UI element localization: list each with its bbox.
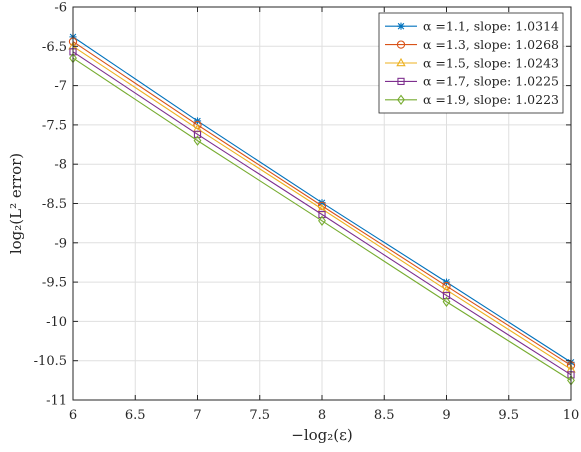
data-point <box>193 135 202 146</box>
y-tick-label: -6.5 <box>42 40 67 55</box>
series-layer <box>68 33 576 386</box>
y-tick-label: -9.5 <box>42 276 67 291</box>
series-line <box>72 45 572 370</box>
x-tick-label: 9 <box>442 408 450 423</box>
y-tick-labels: -6 -6.5 -7 -7.5 -8 -8.5 -9 -9.5 -10 -10.5 -11 <box>34 1 67 409</box>
legend-entry: α =1.7, slope: 1.0225 <box>385 74 559 89</box>
series-line <box>72 51 572 376</box>
x-tick-label: 6.5 <box>125 408 146 423</box>
legend-marker <box>397 94 405 106</box>
y-tick-label: -7.5 <box>42 118 67 133</box>
x-tick-label: 8.5 <box>374 408 395 423</box>
y-tick-label: -10.5 <box>34 354 67 369</box>
y-tick-label: -9 <box>54 236 67 251</box>
x-axis-label: −log₂(ε) <box>291 426 353 444</box>
axes-frame <box>72 6 572 401</box>
x-tick-label: 7 <box>193 408 201 423</box>
legend-entry: α =1.1, slope: 1.0314 <box>385 19 559 34</box>
x-tick-labels: 6 6.5 7 7.5 8 8.5 9 9.5 10 <box>69 408 579 423</box>
axes-box <box>72 6 572 401</box>
y-tick-label: -8.5 <box>42 197 67 212</box>
x-tick-label: 8 <box>318 408 326 423</box>
legend-label: α =1.3, slope: 1.0268 <box>423 37 559 52</box>
legend-entry: α =1.5, slope: 1.0243 <box>385 55 559 70</box>
data-point <box>318 215 326 227</box>
x-tick-label: 10 <box>563 408 580 423</box>
series-line <box>72 57 572 381</box>
legend-marker <box>396 57 406 67</box>
legend-entry: α =1.3, slope: 1.0268 <box>385 37 559 52</box>
legend-label: α =1.1, slope: 1.0314 <box>423 19 559 34</box>
x-tick-label: 9.5 <box>498 408 519 423</box>
legend-marker <box>397 22 405 30</box>
legend-label: α =1.5, slope: 1.0243 <box>423 55 559 70</box>
legend-label: α =1.9, slope: 1.0223 <box>423 92 559 107</box>
y-tick-label: -10 <box>46 315 67 330</box>
y-tick-label: -6 <box>54 1 67 16</box>
legend: α =1.1, slope: 1.0314 α =1.3, slope: 1.02… <box>378 12 564 114</box>
y-axis-label: log₂(L² error) <box>7 153 25 254</box>
data-point <box>318 210 326 219</box>
legend-marker <box>396 40 406 49</box>
data-point <box>442 296 451 307</box>
legend-marker <box>397 77 405 86</box>
x-tick-label: 7.5 <box>249 408 270 423</box>
y-tick-label: -11 <box>46 394 67 409</box>
data-point <box>442 291 451 300</box>
y-tick-label: -8 <box>54 158 67 173</box>
legend-label: α =1.7, slope: 1.0225 <box>423 74 559 89</box>
data-point <box>193 130 202 138</box>
x-tick-label: 6 <box>69 408 77 423</box>
y-tick-label: -7 <box>54 79 67 94</box>
legend-entry: α =1.9, slope: 1.0223 <box>385 92 559 107</box>
